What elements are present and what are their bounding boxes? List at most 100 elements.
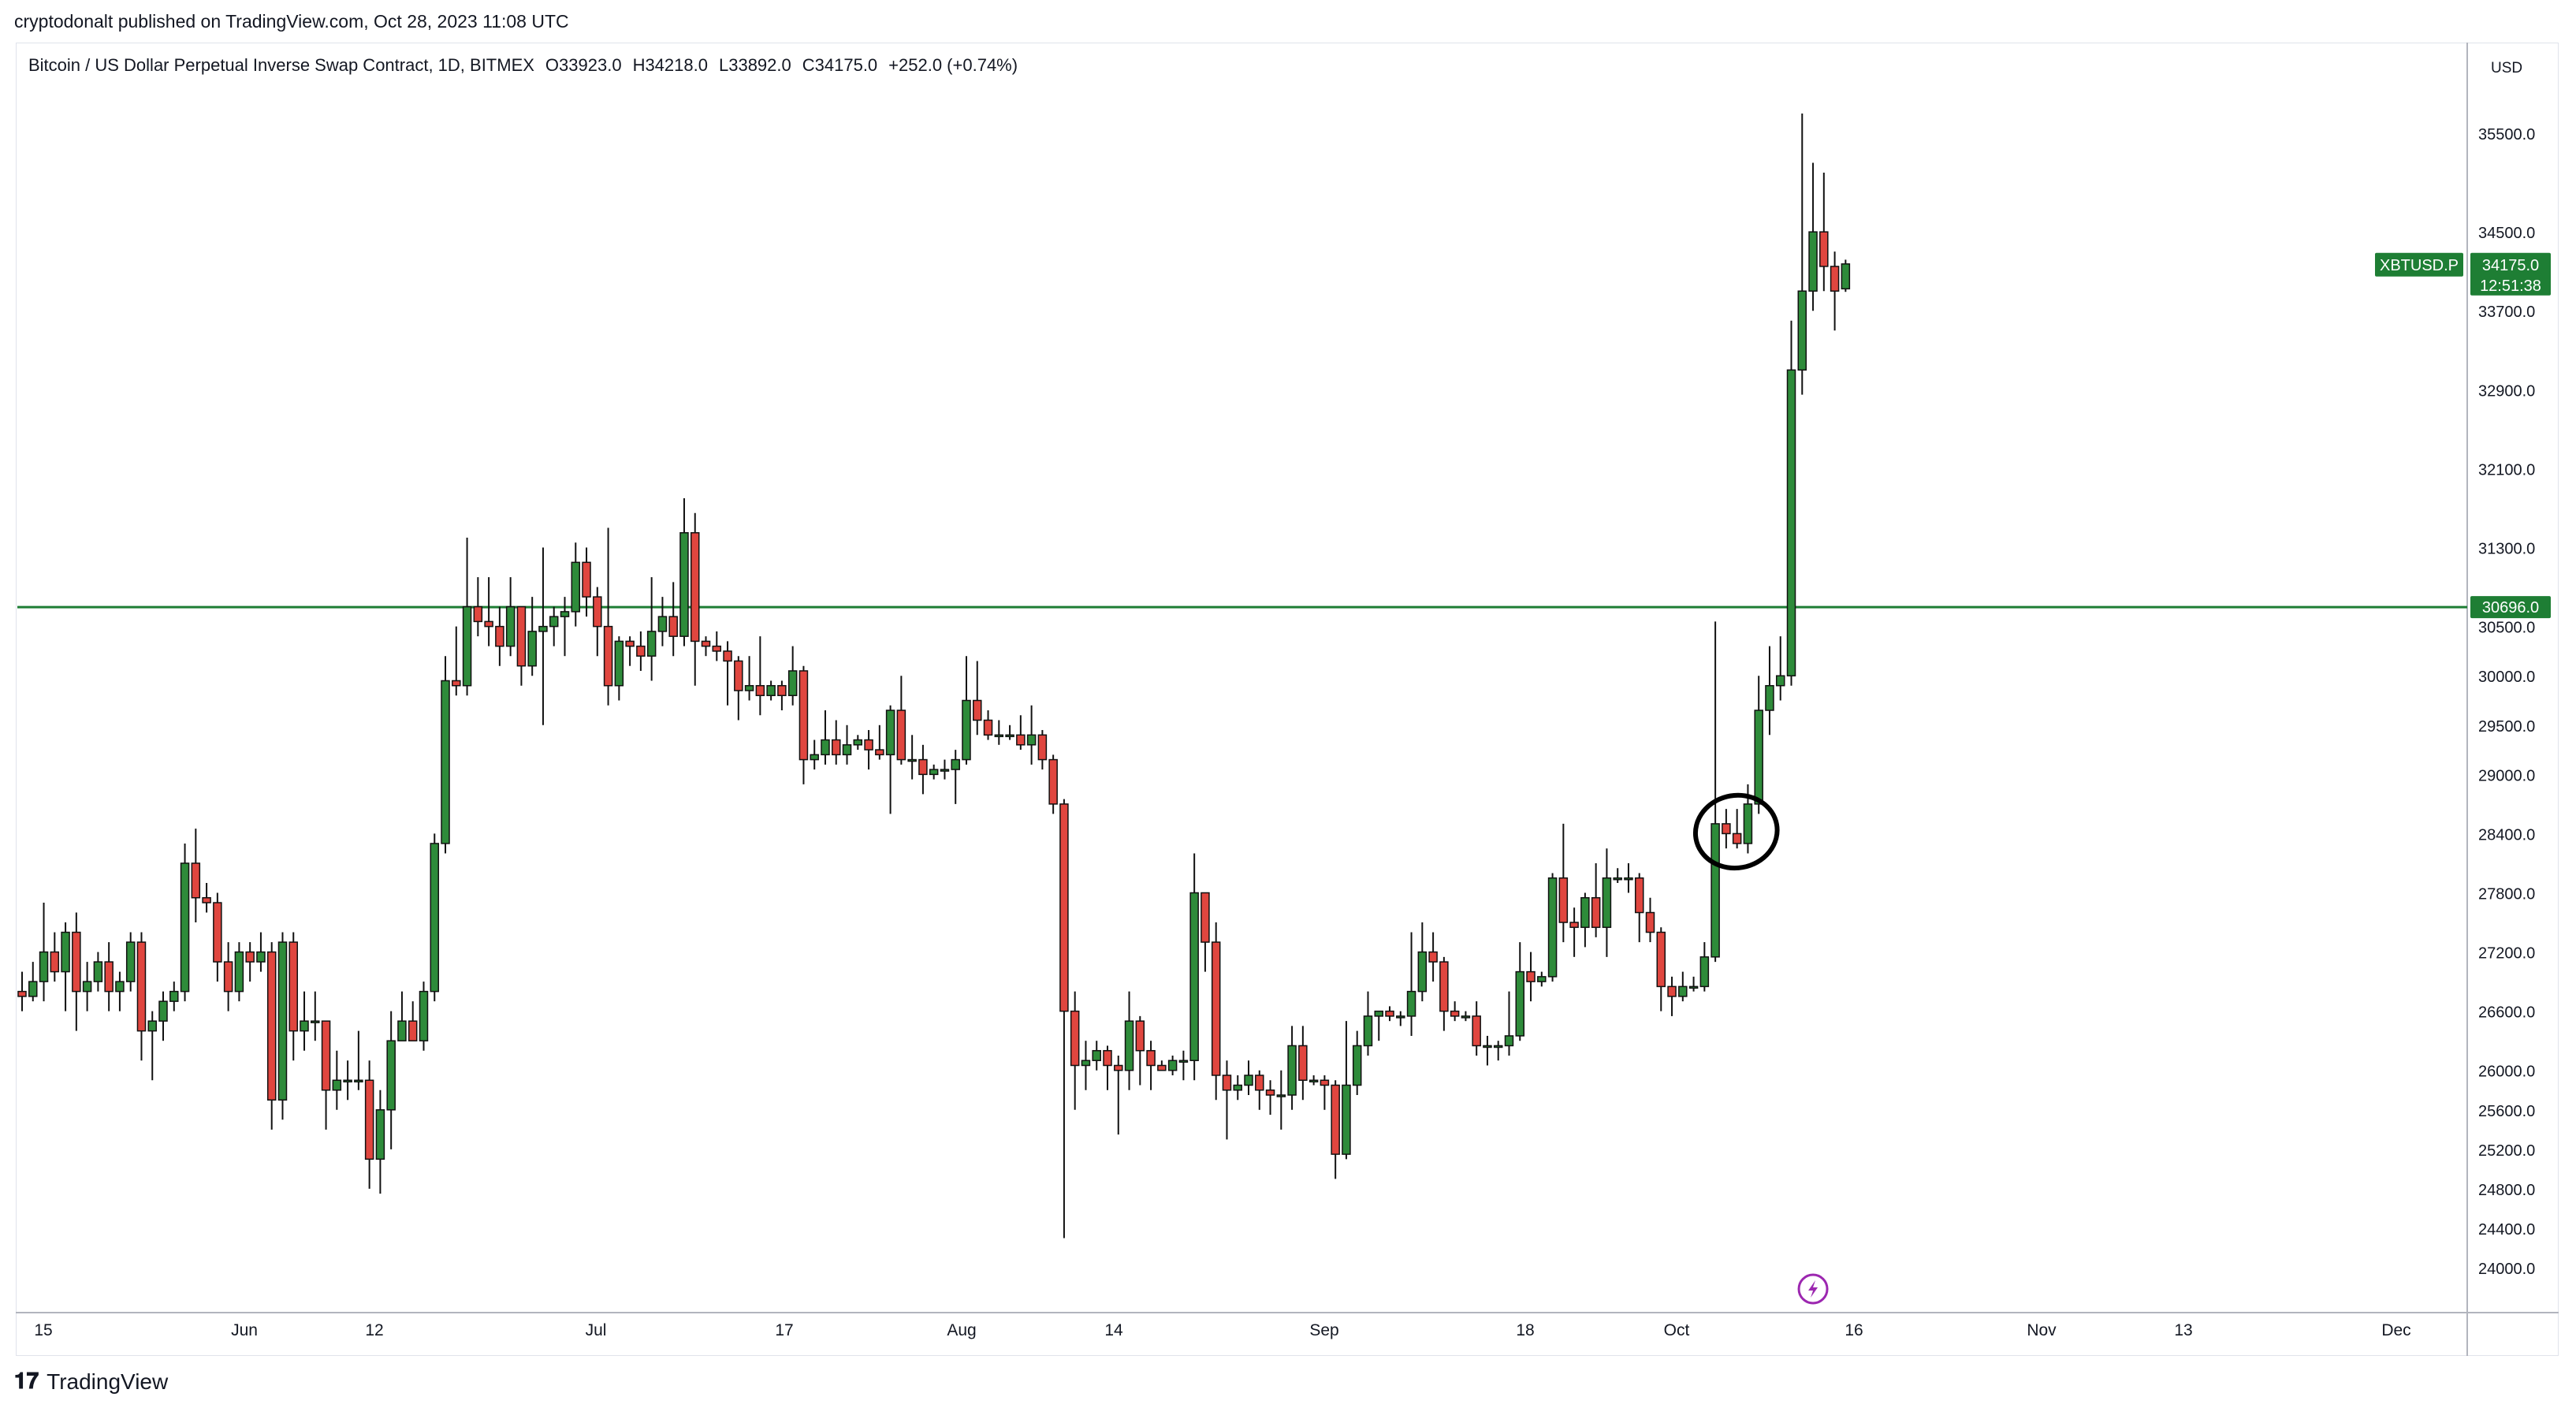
candle[interactable] xyxy=(1081,1041,1091,1090)
candle[interactable] xyxy=(885,705,895,814)
candle[interactable] xyxy=(1092,1041,1101,1071)
candle[interactable] xyxy=(1114,1055,1123,1135)
candle[interactable] xyxy=(158,991,168,1041)
candle[interactable] xyxy=(973,661,982,736)
candle[interactable] xyxy=(1547,873,1558,982)
candle[interactable] xyxy=(603,527,613,706)
candle[interactable] xyxy=(1265,1080,1275,1116)
candle[interactable] xyxy=(1016,715,1026,751)
candle[interactable] xyxy=(527,597,537,676)
candle[interactable] xyxy=(202,882,211,913)
candle[interactable] xyxy=(354,1030,363,1090)
candle[interactable] xyxy=(1146,1041,1156,1090)
candle[interactable] xyxy=(1808,162,1818,311)
candle[interactable] xyxy=(875,724,884,760)
candle[interactable] xyxy=(223,942,233,1011)
candle[interactable] xyxy=(1320,1075,1330,1110)
candle[interactable] xyxy=(538,547,548,725)
candle[interactable] xyxy=(104,942,114,1011)
candle[interactable] xyxy=(1167,1055,1178,1075)
candle[interactable] xyxy=(1276,1070,1286,1130)
candle[interactable] xyxy=(1732,809,1742,849)
candle[interactable] xyxy=(853,735,863,751)
candle[interactable] xyxy=(1493,1041,1503,1061)
candle[interactable] xyxy=(1363,991,1373,1056)
candle[interactable] xyxy=(951,750,960,804)
candle[interactable] xyxy=(636,631,646,671)
candle[interactable] xyxy=(1688,976,1699,992)
candle[interactable] xyxy=(343,1060,352,1101)
candle[interactable] xyxy=(1233,1075,1242,1101)
candle[interactable] xyxy=(213,892,222,982)
candle[interactable] xyxy=(1005,724,1014,740)
candle[interactable] xyxy=(115,971,125,1011)
candle[interactable] xyxy=(441,656,450,854)
candle[interactable] xyxy=(1396,1011,1405,1026)
candle[interactable] xyxy=(234,942,244,1002)
candle[interactable] xyxy=(1645,897,1655,943)
candle[interactable] xyxy=(1699,942,1710,992)
candle[interactable] xyxy=(962,656,971,765)
candle[interactable] xyxy=(419,982,429,1051)
candle[interactable] xyxy=(1483,1035,1492,1066)
candle[interactable] xyxy=(452,626,461,696)
candle[interactable] xyxy=(1580,892,1590,948)
candle[interactable] xyxy=(734,656,743,721)
candle[interactable] xyxy=(1775,636,1785,701)
candle[interactable] xyxy=(1059,799,1069,1239)
candle[interactable] xyxy=(1342,1021,1351,1160)
candle[interactable] xyxy=(311,991,320,1041)
candle[interactable] xyxy=(1711,621,1720,963)
candle[interactable] xyxy=(1797,113,1807,395)
candle[interactable] xyxy=(93,952,103,992)
candle[interactable] xyxy=(332,1050,342,1110)
candle[interactable] xyxy=(1201,892,1210,972)
candle[interactable] xyxy=(375,1090,385,1194)
candle[interactable] xyxy=(798,665,809,784)
candle[interactable] xyxy=(842,724,852,765)
candle[interactable] xyxy=(1428,932,1438,982)
candle[interactable] xyxy=(1037,730,1048,770)
candle[interactable] xyxy=(1124,991,1134,1090)
candle[interactable] xyxy=(1287,1026,1297,1110)
candle[interactable] xyxy=(994,720,1004,745)
candle[interactable] xyxy=(744,656,754,701)
candle[interactable] xyxy=(1558,823,1569,943)
candle[interactable] xyxy=(625,636,635,666)
candle[interactable] xyxy=(1222,1060,1232,1140)
candle[interactable] xyxy=(169,982,179,1011)
candle[interactable] xyxy=(582,547,591,617)
candle[interactable] xyxy=(277,932,288,1120)
currency-label[interactable]: USD xyxy=(2491,60,2523,76)
candle[interactable] xyxy=(256,932,266,972)
candle[interactable] xyxy=(821,710,830,765)
candle[interactable] xyxy=(766,680,776,701)
candle[interactable] xyxy=(180,843,190,1002)
candle[interactable] xyxy=(288,932,298,1061)
candle[interactable] xyxy=(1537,971,1547,987)
candle[interactable] xyxy=(1634,873,1644,943)
candle[interactable] xyxy=(397,991,407,1041)
candle[interactable] xyxy=(1331,1080,1340,1179)
candle[interactable] xyxy=(614,636,624,701)
candle[interactable] xyxy=(1526,952,1536,1002)
candle[interactable] xyxy=(1786,320,1796,686)
candle[interactable] xyxy=(712,631,722,661)
candle[interactable] xyxy=(300,991,309,1051)
candle[interactable] xyxy=(125,932,136,992)
candle[interactable] xyxy=(28,962,38,1002)
candle[interactable] xyxy=(136,932,147,1061)
candle[interactable] xyxy=(940,759,950,780)
candle[interactable] xyxy=(72,912,81,1031)
candle[interactable] xyxy=(1461,1011,1471,1022)
candle[interactable] xyxy=(1613,868,1622,883)
candle[interactable] xyxy=(191,829,201,923)
candle[interactable] xyxy=(1504,991,1514,1056)
candle[interactable] xyxy=(17,971,27,1011)
candle[interactable] xyxy=(495,606,504,666)
candle[interactable] xyxy=(777,680,787,711)
candle[interactable] xyxy=(266,942,277,1130)
candle[interactable] xyxy=(1189,853,1199,1081)
candle[interactable] xyxy=(39,903,49,1002)
